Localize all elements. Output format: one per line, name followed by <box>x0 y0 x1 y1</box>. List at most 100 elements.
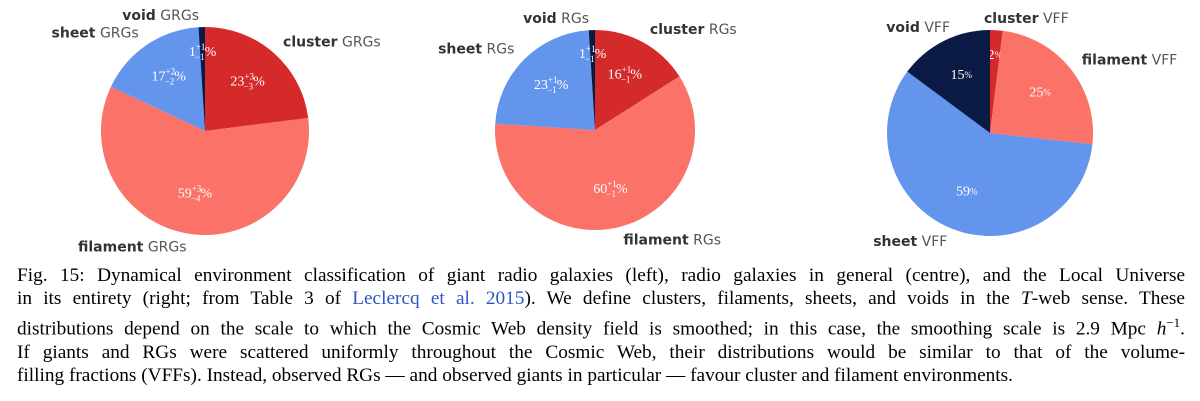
category-label: sheet VFF <box>873 234 947 250</box>
pie-slice <box>990 30 1094 145</box>
category-label: void VFF <box>886 20 950 36</box>
caption-text: . <box>1180 318 1185 340</box>
value: 1 <box>579 47 586 62</box>
category: void <box>886 20 920 36</box>
caption-line: in its entirety (right; from Table 3 of … <box>17 287 1185 310</box>
caption: Fig. 15: Dynamical environment classific… <box>17 264 1185 387</box>
value-label: 25% <box>1029 86 1051 101</box>
value-label: 17+2 −2% <box>152 67 187 87</box>
unit: % <box>616 182 628 197</box>
caption-text: distributions depend on the scale to whi… <box>17 318 1157 340</box>
value: 23 <box>534 78 548 93</box>
pie-slice <box>495 30 595 130</box>
category: cluster <box>650 22 705 38</box>
unit: % <box>995 50 1003 60</box>
pie-slice <box>495 76 695 230</box>
value: 1 <box>189 45 196 60</box>
value-label: 2% <box>988 48 1003 63</box>
category: filament <box>78 240 144 256</box>
value-label: 59% <box>956 185 978 200</box>
value: 16 <box>608 68 622 83</box>
err-minus: −4 <box>191 194 201 204</box>
category-suffix: VFF <box>1043 11 1069 27</box>
caption-text: ). We define clusters, filaments, sheets… <box>524 288 1022 310</box>
err-minus: −1 <box>195 52 205 62</box>
pie-slice <box>887 71 1093 236</box>
unit: % <box>595 47 607 62</box>
err-minus: −1 <box>606 189 616 199</box>
err-minus: −2 <box>165 77 175 87</box>
category-label: sheet RGs <box>438 41 514 57</box>
category-label: void GRGs <box>122 8 199 24</box>
category-label: cluster GRGs <box>283 34 381 50</box>
value-label: 23+1 −1% <box>534 75 569 95</box>
value: 59 <box>956 185 970 200</box>
category-label: filament RGs <box>623 232 721 248</box>
err-plus: +3 <box>244 72 254 82</box>
pie-slice <box>907 30 990 133</box>
category-suffix: GRGs <box>100 25 139 41</box>
value-label: 59+3 −4% <box>178 184 213 204</box>
pie-slice <box>205 27 309 131</box>
unit: % <box>630 68 642 83</box>
err-plus: +1 <box>196 42 206 52</box>
err-plus: +1 <box>607 179 617 189</box>
value-label: 23+3 −3% <box>230 72 265 92</box>
unit: % <box>965 70 973 80</box>
unit: % <box>205 45 217 60</box>
value: 17 <box>152 70 166 85</box>
unit: % <box>253 75 265 90</box>
category: cluster <box>984 11 1039 27</box>
value: 59 <box>178 187 192 202</box>
category-label: sheet GRGs <box>52 25 139 41</box>
category: void <box>523 11 557 27</box>
category-suffix: GRGs <box>148 240 187 256</box>
category-suffix: GRGs <box>160 8 199 24</box>
category-suffix: VFF <box>924 20 950 36</box>
unit: % <box>174 70 186 85</box>
caption-text: If giants and RGs were scattered uniform… <box>17 341 1185 363</box>
category-label: void RGs <box>523 11 589 27</box>
category-suffix: RGs <box>709 22 737 38</box>
err-plus: +3 <box>192 184 202 194</box>
category: filament <box>623 232 689 248</box>
unit: % <box>1043 87 1051 97</box>
pie-slice <box>101 86 309 235</box>
caption-text: Dynamical environment classification of … <box>84 265 1186 286</box>
pie-slice <box>595 30 680 130</box>
caption-line: filling fractions (VFFs). Instead, obser… <box>17 364 1185 387</box>
value: 25 <box>1029 86 1043 101</box>
pie-slice <box>990 30 1003 133</box>
caption-text: -web sense. These <box>1031 288 1185 310</box>
err-plus: +1 <box>586 44 596 54</box>
category-label: cluster RGs <box>650 22 737 38</box>
category-suffix: VFF <box>922 234 948 250</box>
category-suffix: RGs <box>487 41 515 57</box>
citation-link[interactable]: Leclercq et al. 2015 <box>352 288 525 310</box>
value-label: 1+1 −1% <box>579 44 607 64</box>
err-minus: −1 <box>621 75 631 85</box>
unit: % <box>557 78 569 93</box>
err-minus: −1 <box>547 85 557 95</box>
figure-label: Fig. 15: <box>17 265 85 286</box>
category-suffix: RGs <box>561 11 589 27</box>
err-plus: +1 <box>622 65 632 75</box>
pie-slice <box>110 27 205 131</box>
err-minus: −1 <box>585 54 595 64</box>
caption-text: T <box>1021 288 1032 310</box>
value: 15 <box>951 68 965 83</box>
category: sheet <box>438 41 482 57</box>
caption-line: Fig. 15: Dynamical environment classific… <box>17 264 1185 287</box>
category-label: cluster VFF <box>984 11 1069 27</box>
value-label: 60+1 −1% <box>593 179 628 199</box>
category-suffix: VFF <box>1152 52 1178 68</box>
caption-text: in its entirety (right; from Table 3 of <box>17 288 353 310</box>
caption-text: −1 <box>1166 314 1181 330</box>
caption-text: filling fractions (VFFs). Instead, obser… <box>17 365 1013 387</box>
value-label: 15% <box>951 68 973 83</box>
pie-slice <box>198 27 205 131</box>
category: cluster <box>283 34 338 50</box>
err-minus: −3 <box>244 82 254 92</box>
